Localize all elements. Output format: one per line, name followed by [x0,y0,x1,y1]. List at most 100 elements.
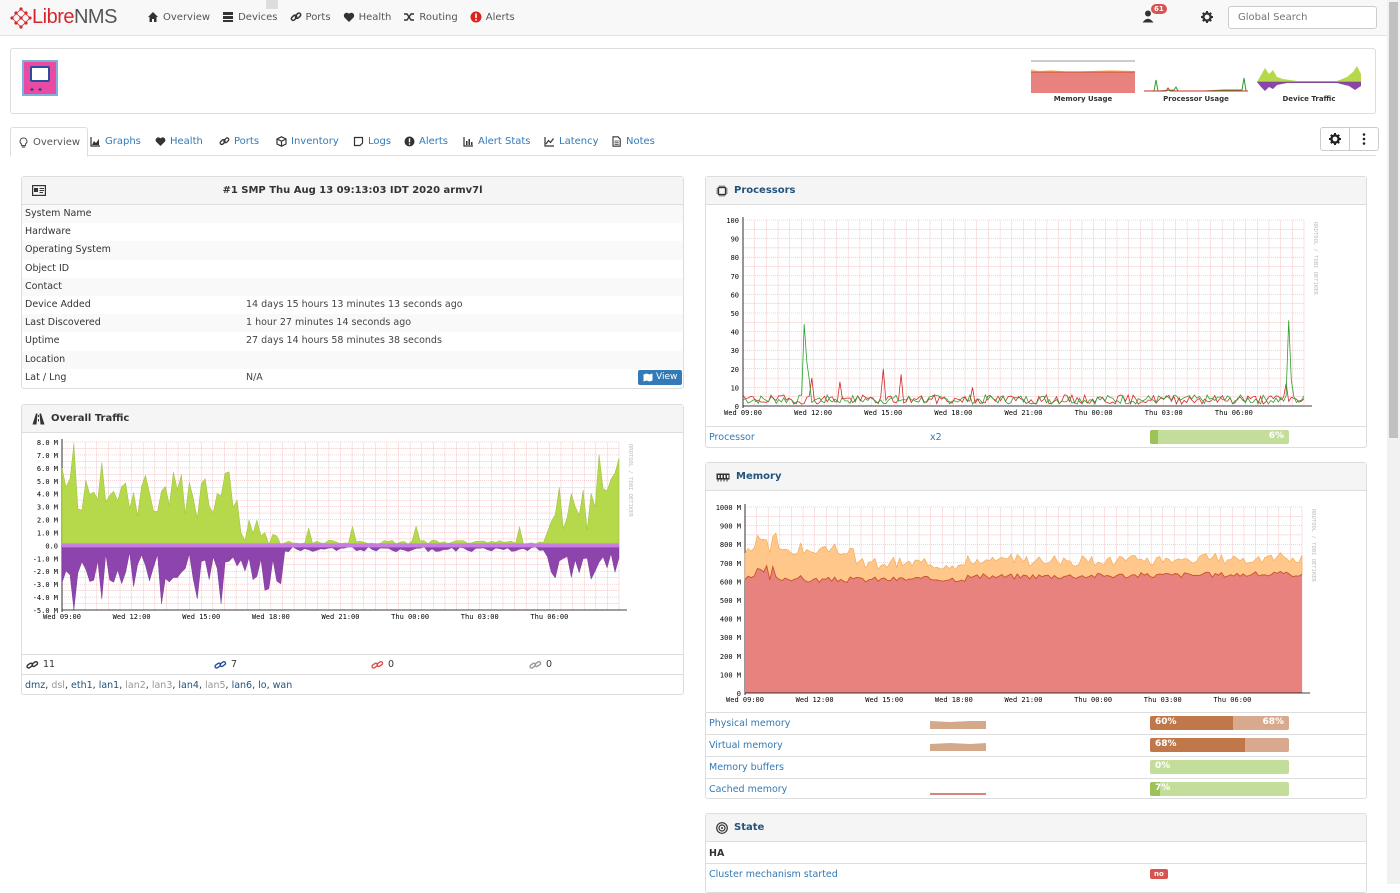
info-row-last-discovered: Last Discovered 1 hour 27 minutes 14 seco… [22,314,683,333]
mem-y-tick: 800 M [720,541,741,549]
tab-inventory[interactable]: Inventory [269,127,346,156]
device-more-menu-button[interactable] [1349,127,1379,151]
mem-x-tick: Wed 15:00 [865,696,903,704]
nav-alerts[interactable]: Alerts [470,11,515,23]
memory-header[interactable]: Memory [706,463,1366,491]
nav-overview[interactable]: Overview [147,11,210,23]
traffic-y-tick: 8.0 M [37,439,58,447]
interface-link[interactable]: lan6 [231,680,253,691]
tab-latency[interactable]: Latency [537,127,606,156]
link-icon [26,660,39,669]
cpu-y-tick: 10 [731,384,739,392]
memory-row-physical[interactable]: Physical memory 60% 68% [706,712,1366,734]
cpu-watermark: RRDTOOL / TOBI OETIKER [1312,222,1318,296]
cpu-y-tick: 90 [731,236,739,244]
memory-rows: Physical memory 60% 68% Virtual memory 6… [706,712,1366,800]
tab-alert-stats[interactable]: Alert Stats [456,127,538,156]
ports-disabled-count[interactable]: 0 [529,659,552,670]
device-settings-button[interactable] [1320,127,1350,151]
mini-graph-traffic[interactable]: Device Traffic [1257,60,1361,103]
cpu-x-tick: Wed 21:00 [1005,409,1043,417]
cpu-y-tick: 0 [735,403,739,411]
interface-link[interactable]: lo [258,680,267,691]
line-chart-icon [544,137,554,147]
processors-header[interactable]: Processors [706,177,1366,205]
bar-chart-icon [463,137,473,147]
interface-link[interactable]: wan [272,680,293,691]
interface-link[interactable]: lan2 [125,680,146,691]
memory-row-virtual[interactable]: Virtual memory 68% [706,734,1366,756]
memory-chart[interactable]: 1000 M 900 M 800 M 700 M 600 M 500 M 400 M 300 … [706,495,1366,709]
nav-routing[interactable]: Routing [403,11,458,23]
traffic-header: Overall Traffic [22,405,683,433]
interface-link[interactable]: lan1 [98,680,120,691]
traffic-chart[interactable]: 8.0 M 7.0 M 6.0 M 5.0 M 4.0 M 3.0 M 2.0 M 1.0 M… [22,435,683,651]
cpu-x-tick: Thu 00:00 [1075,409,1113,417]
mem-y-tick: 900 M [720,523,741,531]
state-header[interactable]: State [706,814,1366,842]
device-os-logo: ✦ ✦ [22,60,58,96]
tab-ports[interactable]: Ports [212,127,266,156]
page-scrollbar[interactable] [1387,0,1400,884]
interface-link[interactable]: eth1 [71,680,93,691]
brand-logo[interactable]: Libre NMS [10,6,117,29]
state-row[interactable]: Cluster mechanism started no [706,863,1366,885]
processor-usage-sparkline [1144,77,1248,92]
mini-graph-processor[interactable]: Processor Usage [1144,60,1248,103]
info-key: Operating System [25,244,111,256]
info-key: System Name [25,208,92,219]
nav-ports[interactable]: Ports [290,11,331,23]
traffic-baseline [62,543,619,548]
interface-link[interactable]: lan4 [178,680,199,691]
brand-libre-text: Libre [32,6,74,28]
nav-devices[interactable]: Devices [222,11,278,23]
interface-link[interactable]: lan3 [151,680,173,691]
traffic-y-tick: -4.0 M [33,594,58,602]
tab-graphs[interactable]: Graphs [83,127,148,156]
link-disabled-icon [529,660,542,669]
tab-alerts[interactable]: Alerts [397,127,455,156]
nav-alerts-label: Alerts [485,11,515,23]
ellipsis-vertical-icon [1362,133,1366,145]
processor-row[interactable]: Processor x2 6% [706,426,1366,448]
tab-notes[interactable]: Notes [604,127,662,156]
device-info-table: System Name Hardware Operating System Ob… [22,205,683,387]
tab-health[interactable]: Health [148,127,210,156]
mini-graph-memory[interactable]: Memory Usage [1031,60,1135,103]
area-chart-icon [90,137,100,147]
traffic-title: Overall Traffic [51,413,130,424]
link-up-icon [214,660,227,669]
cpu-y-tick: 70 [731,273,739,281]
map-icon [643,373,653,382]
user-menu-button[interactable]: 61 [1142,4,1167,26]
interface-link[interactable]: dsl [51,680,65,691]
heartbeat-icon [343,12,354,22]
traffic-y-tick: 3.0 M [37,504,58,512]
state-panel: State HA Cluster mechanism started no [705,813,1367,893]
tab-health-label: Health [170,136,203,147]
global-search-input[interactable] [1228,6,1377,29]
info-row-lat-lng: Lat / Lng N/A View [22,369,683,387]
nav-health[interactable]: Health [343,11,391,23]
tab-overview[interactable]: Overview [10,127,89,157]
state-title: State [734,822,765,833]
tab-logs[interactable]: Logs [346,127,398,156]
interface-link[interactable]: dmz [25,680,46,691]
ports-down-value: 0 [388,659,395,670]
device-info-header: #1 SMP Thu Aug 13 09:13:03 IDT 2020 armv… [22,177,683,205]
memory-row-cached[interactable]: Cached memory 7% [706,778,1366,800]
memory-usage-bar: 7% [1150,782,1289,796]
cpu-y-tick: 20 [731,366,739,374]
memory-row-buffers[interactable]: Memory buffers 0% [706,756,1366,778]
traffic-watermark: RRDTOOL / TOBI OETIKER [627,444,633,518]
ports-down-count[interactable]: 0 [371,659,394,670]
interface-link[interactable]: lan5 [205,680,226,691]
settings-button[interactable] [1201,11,1213,26]
memory-used-area [745,565,1302,693]
ports-total-count[interactable]: 11 [26,659,55,670]
view-map-button[interactable]: View [638,369,683,385]
microchip-icon [716,185,728,196]
ports-up-count[interactable]: 7 [214,659,237,670]
scrollbar-thumb[interactable] [1389,2,1398,438]
